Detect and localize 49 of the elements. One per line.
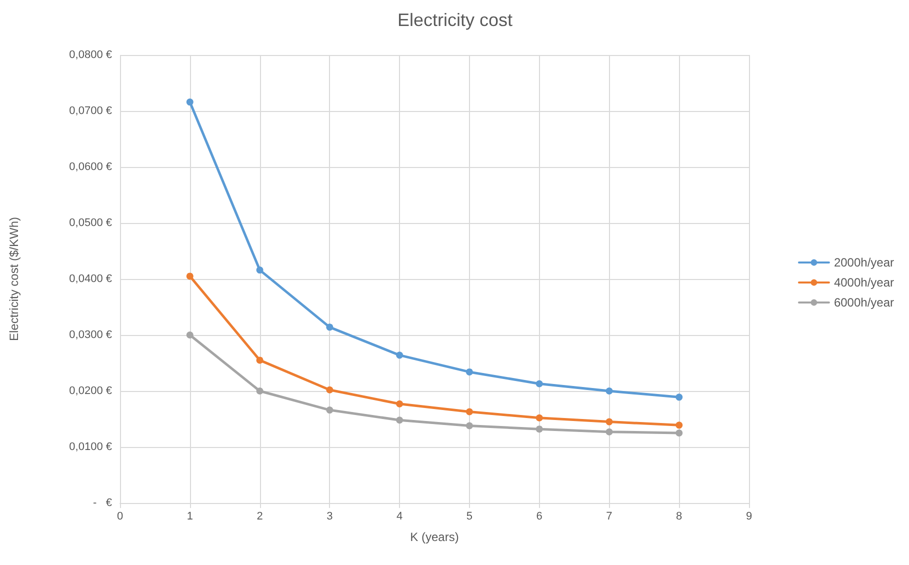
x-tick-label: 1 — [186, 510, 193, 522]
y-tick-label: 0,0700 € — [69, 105, 112, 117]
point — [186, 332, 194, 338]
x-tick-label: 3 — [326, 510, 333, 522]
point — [186, 98, 194, 106]
point — [606, 428, 613, 436]
point — [256, 266, 264, 274]
point — [186, 272, 194, 280]
x-tick-label: 4 — [396, 510, 403, 522]
y-tick-label: 0,0200 € — [69, 385, 112, 397]
x-tick-label: 5 — [466, 510, 473, 522]
y-axis-title: Electricity cost ($/KWh) — [7, 216, 21, 342]
point — [396, 416, 404, 424]
y-tick-label: 0,0600 € — [69, 161, 112, 173]
x-tick-label: 9 — [746, 510, 752, 522]
chart-title: Electricity cost — [397, 10, 513, 30]
x-tick-label: 0 — [116, 510, 124, 522]
point — [676, 422, 683, 429]
point — [256, 388, 264, 394]
point — [326, 324, 334, 331]
y-tick-label: - € — [93, 497, 112, 509]
y-tick-label: 0,0800 € — [69, 49, 112, 61]
point — [326, 406, 334, 414]
point — [326, 386, 334, 394]
point — [536, 380, 543, 388]
point — [676, 394, 683, 401]
y-tick-label: 0,0500 € — [69, 217, 112, 229]
x-tick-label: 7 — [606, 510, 612, 522]
point — [466, 368, 473, 376]
point — [396, 352, 404, 359]
x-tick-label: 8 — [676, 510, 682, 522]
point — [466, 422, 473, 430]
y-tick-label: 0,0400 € — [69, 273, 112, 285]
y-tick-label: 0,0300 € — [69, 329, 112, 341]
point — [606, 418, 613, 426]
point — [676, 430, 683, 436]
x-tick-label: 2 — [256, 510, 263, 522]
point — [606, 388, 613, 394]
legend-label: 4000h/year — [834, 276, 894, 290]
legend-label: 2000h/year — [834, 256, 894, 270]
y-tick-label: 0,0100 € — [69, 441, 112, 453]
point — [536, 426, 543, 433]
point — [536, 414, 543, 422]
legend-label: 6000h/year — [834, 296, 894, 310]
point — [466, 408, 473, 416]
point — [256, 356, 264, 364]
point — [396, 400, 404, 408]
x-axis-title: K (years) — [410, 530, 459, 544]
x-tick-label: 6 — [536, 510, 542, 522]
